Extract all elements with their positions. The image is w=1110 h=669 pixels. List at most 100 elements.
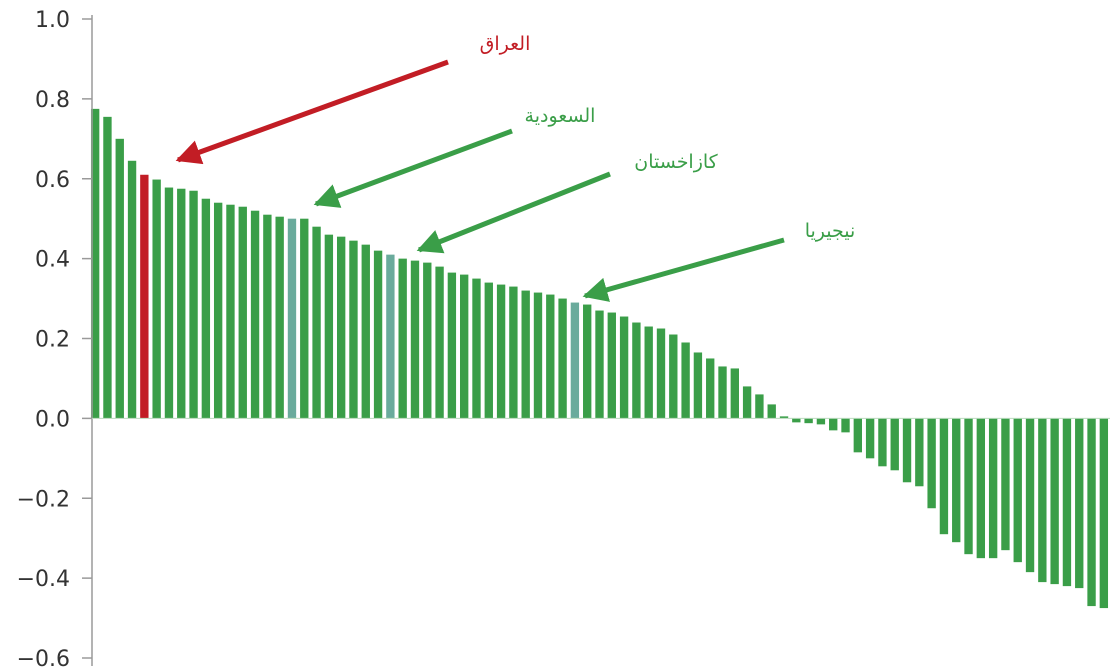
bar xyxy=(251,211,259,419)
bar xyxy=(349,241,357,419)
annotation-label: العراق xyxy=(480,33,531,55)
bar xyxy=(866,418,874,458)
bar xyxy=(583,305,591,419)
y-tick-label: 0.4 xyxy=(35,248,70,273)
bar xyxy=(300,219,308,419)
bar xyxy=(792,418,800,422)
bar xyxy=(977,418,985,558)
bar xyxy=(386,255,394,419)
bar xyxy=(755,394,763,418)
bar xyxy=(558,299,566,419)
y-tick-label: −0.2 xyxy=(17,487,70,512)
bar xyxy=(694,352,702,418)
bar xyxy=(509,287,517,419)
bar xyxy=(1087,418,1095,606)
bar xyxy=(1050,418,1058,584)
bar xyxy=(522,291,530,419)
bar xyxy=(312,227,320,419)
y-tick-label: −0.4 xyxy=(17,567,70,592)
bar xyxy=(214,203,222,419)
bar xyxy=(854,418,862,452)
bar xyxy=(731,368,739,418)
y-tick-label: 0.0 xyxy=(35,407,70,432)
bar xyxy=(940,418,948,534)
bar xyxy=(448,273,456,419)
bar xyxy=(239,207,247,419)
annotation-label: كازاخستان xyxy=(634,151,718,173)
bar xyxy=(595,311,603,419)
annotation-label: نيجيريا xyxy=(805,220,856,242)
annotation-arrow xyxy=(419,174,610,250)
bar xyxy=(497,285,505,419)
annotation-arrow xyxy=(178,62,448,160)
bar xyxy=(1063,418,1071,586)
bar xyxy=(116,139,124,419)
bar xyxy=(768,404,776,418)
bar xyxy=(288,219,296,419)
bar xyxy=(1100,418,1108,608)
bar xyxy=(706,358,714,418)
bar xyxy=(817,418,825,424)
y-tick-label: 1.0 xyxy=(35,8,70,33)
bar xyxy=(435,267,443,419)
annotation-label: السعودية xyxy=(525,105,596,127)
bar xyxy=(1038,418,1046,582)
bar xyxy=(718,366,726,418)
y-tick-label: 0.2 xyxy=(35,328,70,353)
bar xyxy=(485,283,493,419)
bar xyxy=(534,293,542,419)
bar xyxy=(608,313,616,419)
bar xyxy=(103,117,111,419)
bar xyxy=(915,418,923,486)
bar xyxy=(964,418,972,554)
bar xyxy=(399,259,407,419)
annotation-arrow xyxy=(585,240,784,296)
bar xyxy=(743,386,751,418)
bar xyxy=(989,418,997,558)
bar xyxy=(1001,418,1009,550)
bar xyxy=(177,189,185,419)
bar xyxy=(903,418,911,482)
bar xyxy=(1014,418,1022,562)
bar xyxy=(472,279,480,419)
bar xyxy=(189,191,197,419)
bar xyxy=(374,251,382,419)
bar xyxy=(681,342,689,418)
bar xyxy=(325,235,333,419)
bar xyxy=(1075,418,1083,588)
bar-group xyxy=(91,109,1108,608)
bar xyxy=(878,418,886,466)
bar xyxy=(546,295,554,419)
bar xyxy=(891,418,899,470)
bar xyxy=(669,335,677,419)
bar xyxy=(411,261,419,419)
bar xyxy=(362,245,370,419)
bar xyxy=(423,263,431,419)
y-tick-label: 0.8 xyxy=(35,88,70,113)
bar xyxy=(829,418,837,430)
bar xyxy=(927,418,935,508)
bar xyxy=(645,327,653,419)
bar xyxy=(571,303,579,419)
bar xyxy=(841,418,849,432)
bar xyxy=(275,217,283,419)
y-tick-label: −0.6 xyxy=(17,647,70,669)
bar xyxy=(1026,418,1034,572)
bar xyxy=(620,317,628,419)
bar xyxy=(202,199,210,419)
bar xyxy=(263,215,271,419)
bar xyxy=(140,175,148,419)
bar xyxy=(804,418,812,423)
bar xyxy=(952,418,960,542)
bar xyxy=(152,180,160,419)
annotation-arrow xyxy=(316,131,512,204)
bar xyxy=(460,275,468,419)
bar xyxy=(337,237,345,419)
y-tick-label: 0.6 xyxy=(35,168,70,193)
bar xyxy=(165,188,173,419)
bar xyxy=(226,205,234,419)
bar xyxy=(657,329,665,419)
bar xyxy=(632,323,640,419)
bar xyxy=(128,161,136,419)
